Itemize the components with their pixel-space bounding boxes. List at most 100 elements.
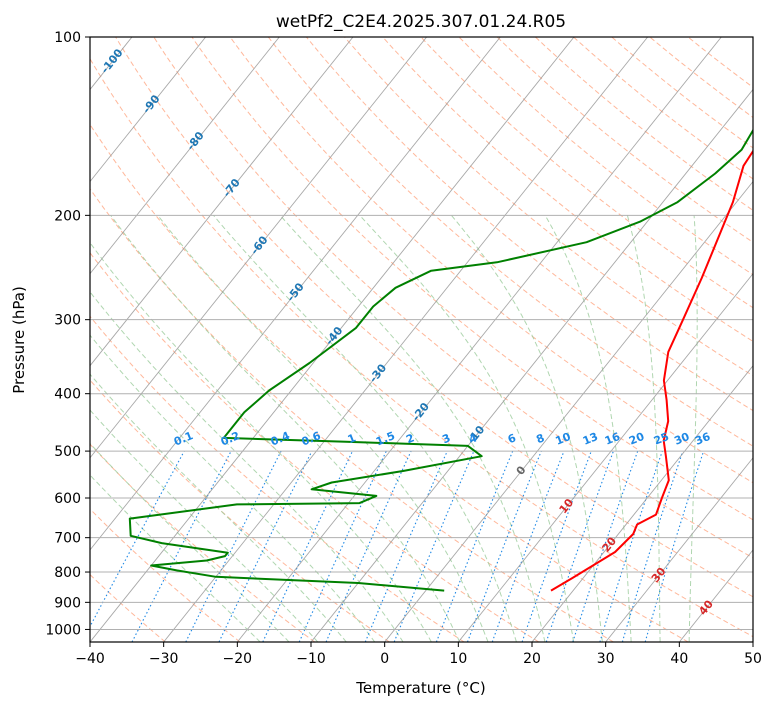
x-tick-label: −40	[75, 651, 105, 667]
y-tick-label: 400	[54, 387, 81, 403]
dry-adiabat	[90, 315, 465, 642]
isotherm	[90, 37, 428, 459]
mixing-ratio-label: 30	[672, 430, 691, 448]
mixing-ratio-label: 16	[603, 430, 622, 448]
y-tick-label: 700	[54, 531, 81, 547]
temperature-profile	[550, 149, 753, 592]
moist-adiabat	[90, 373, 347, 642]
mixing-ratio-line	[298, 450, 387, 642]
y-tick-label: 900	[54, 595, 81, 611]
mixing-ratio-label: 25	[652, 430, 671, 448]
x-tick-label: −30	[149, 651, 179, 667]
dry-adiabat	[90, 188, 614, 642]
y-tick-label: 500	[54, 444, 81, 460]
mixing-ratio-line	[572, 450, 639, 642]
isotherms	[90, 37, 753, 642]
y-tick-label: 200	[54, 208, 81, 224]
dry-adiabat	[115, 37, 753, 598]
isotherm	[90, 37, 280, 275]
moist-adiabat	[688, 215, 698, 642]
dry-adiabat	[306, 37, 753, 412]
dry-adiabat	[535, 37, 753, 211]
pressure-gridlines	[90, 37, 753, 630]
isotherm	[90, 37, 354, 367]
isotherm	[457, 272, 753, 642]
dry-adiabat	[90, 123, 689, 642]
isotherm	[90, 37, 575, 642]
mixing-ratio-line	[644, 450, 705, 642]
plot-frame	[89, 36, 754, 643]
y-axis-title: Pressure (hPa)	[10, 286, 28, 394]
x-axis-title: Temperature (°C)	[355, 679, 485, 697]
moist-adiabat	[90, 409, 319, 642]
mixing-ratio-line	[599, 450, 663, 642]
moist-adiabat	[544, 215, 632, 642]
mixing-ratio-label: 36	[693, 430, 712, 448]
mixing-ratio-label: 13	[581, 430, 600, 448]
x-tick-label: 20	[523, 651, 541, 667]
isotherm	[531, 365, 753, 642]
profiles	[128, 128, 753, 592]
mixing-ratio-line	[621, 450, 684, 642]
isotherm	[163, 37, 649, 642]
moist-adiabat	[359, 214, 575, 642]
y-axis: 100 200 300 400 500 600 700 800 900 1000	[45, 30, 90, 638]
dry-adiabat	[90, 252, 540, 642]
dry-adiabat	[267, 37, 753, 447]
mixing-ratio-label: 20	[627, 430, 646, 448]
x-tick-label: 40	[670, 651, 688, 667]
moist-adiabat	[451, 214, 603, 642]
x-tick-label: 30	[597, 651, 615, 667]
isotherm	[605, 457, 753, 642]
moist-adiabat	[110, 215, 461, 642]
mixing-ratio-lines	[90, 450, 705, 642]
isotherm	[90, 37, 501, 551]
x-tick-label: 50	[744, 651, 762, 667]
mixing-ratio-label: 1	[346, 431, 358, 446]
y-tick-label: 100	[54, 30, 81, 46]
x-tick-label: −20	[223, 651, 253, 667]
mixing-ratio-label: 3	[440, 431, 452, 446]
mixing-ratio-label: 8	[534, 431, 546, 446]
isotherm	[384, 180, 753, 642]
mixing-ratio-line	[90, 450, 185, 628]
dry-adiabat	[90, 508, 241, 642]
moist-adiabat	[157, 214, 489, 642]
isotherm	[90, 37, 207, 183]
mixing-ratio-label: 2	[404, 431, 416, 446]
y-tick-label: 800	[54, 565, 81, 581]
y-tick-label: 1000	[45, 622, 81, 638]
moist-adiabat	[90, 334, 376, 642]
x-tick-label: 0	[380, 651, 389, 667]
y-tick-label: 300	[54, 313, 81, 329]
isotherm	[236, 37, 722, 642]
moist-adiabat	[279, 214, 546, 642]
isotherm	[310, 88, 753, 642]
mixing-ratio-line	[325, 450, 412, 642]
mixing-ratio-line	[521, 450, 592, 642]
dry-adiabats	[90, 37, 753, 642]
dewpoint-profile	[128, 128, 753, 592]
dry-adiabat	[611, 37, 753, 149]
mixing-ratio-line	[364, 450, 448, 642]
mixing-ratio-line	[218, 450, 313, 642]
dry-adiabat	[191, 37, 753, 521]
mixing-ratio-line	[393, 450, 475, 642]
dry-adiabat	[382, 37, 753, 342]
dry-adiabat	[90, 443, 315, 642]
moist-adiabat	[626, 215, 661, 642]
mixing-ratio-line	[262, 450, 353, 642]
x-axis: −40 −30 −20 −10 0 10 20 30 40 50	[75, 642, 762, 667]
dry-adiabat	[153, 37, 753, 559]
moist-adiabat	[213, 214, 517, 642]
dry-adiabat	[458, 37, 753, 276]
y-tick-label: 600	[54, 491, 81, 507]
moist-adiabat	[90, 442, 290, 642]
x-tick-label: 10	[449, 651, 467, 667]
mixing-ratio-label: 10	[554, 430, 573, 448]
chart-title: wetPf2_C2E4.2025.307.01.24.R05	[276, 12, 566, 32]
x-tick-label: −10	[296, 651, 326, 667]
mixing-ratio-line	[545, 450, 614, 642]
